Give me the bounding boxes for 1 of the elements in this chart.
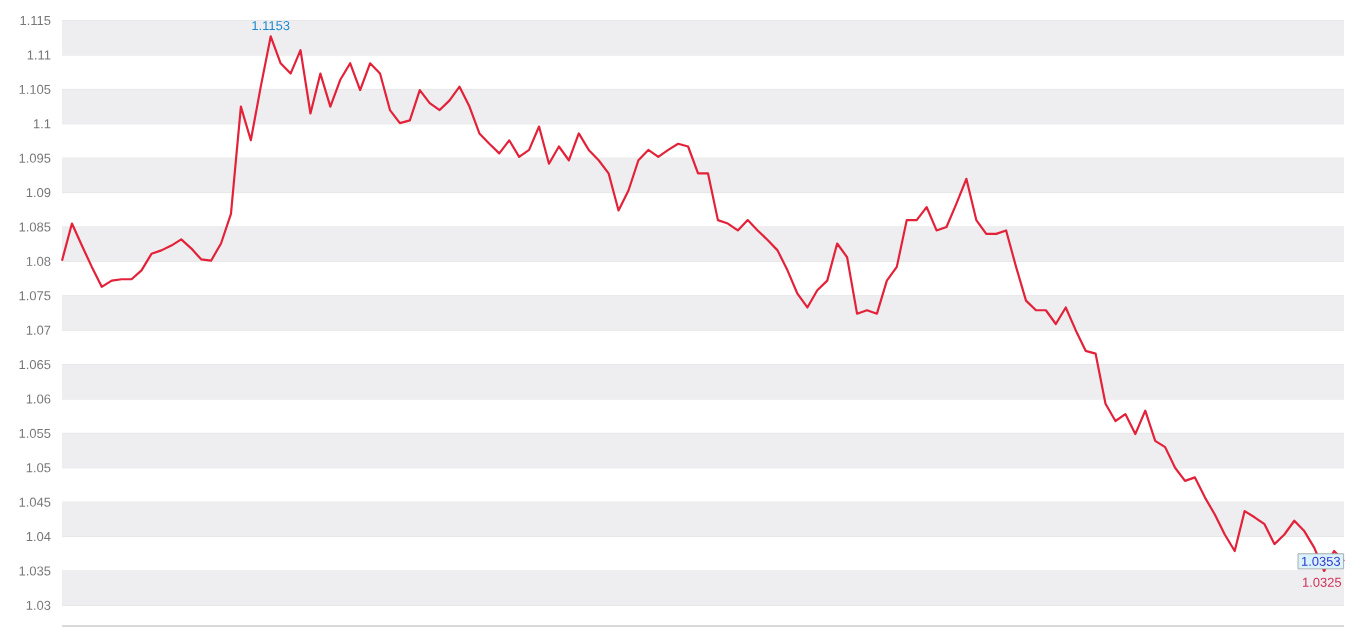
line-series: [60, 35, 1346, 573]
